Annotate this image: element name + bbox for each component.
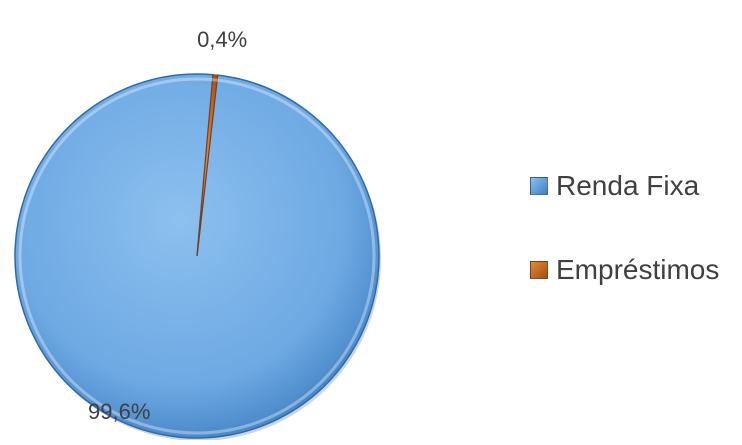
legend-swatch-renda-fixa — [530, 177, 548, 195]
legend-swatch-emprestimos — [530, 261, 548, 279]
legend: Renda Fixa Empréstimos — [530, 166, 719, 334]
pie-data-labels: 99,6% 0,4% — [88, 27, 247, 424]
pie-slices — [14, 73, 381, 441]
pie-slice-renda-fixa — [14, 73, 380, 439]
data-label-renda-fixa: 99,6% — [88, 399, 150, 424]
data-label-emprestimos: 0,4% — [197, 27, 247, 52]
legend-item-emprestimos: Empréstimos — [530, 250, 719, 290]
pie-slice-empre-stimos — [196, 74, 219, 257]
legend-label: Renda Fixa — [556, 170, 700, 201]
legend-label: Empréstimos — [556, 254, 720, 285]
pie-bevel-highlight — [18, 77, 376, 435]
legend-item-renda-fixa: Renda Fixa — [530, 166, 719, 206]
